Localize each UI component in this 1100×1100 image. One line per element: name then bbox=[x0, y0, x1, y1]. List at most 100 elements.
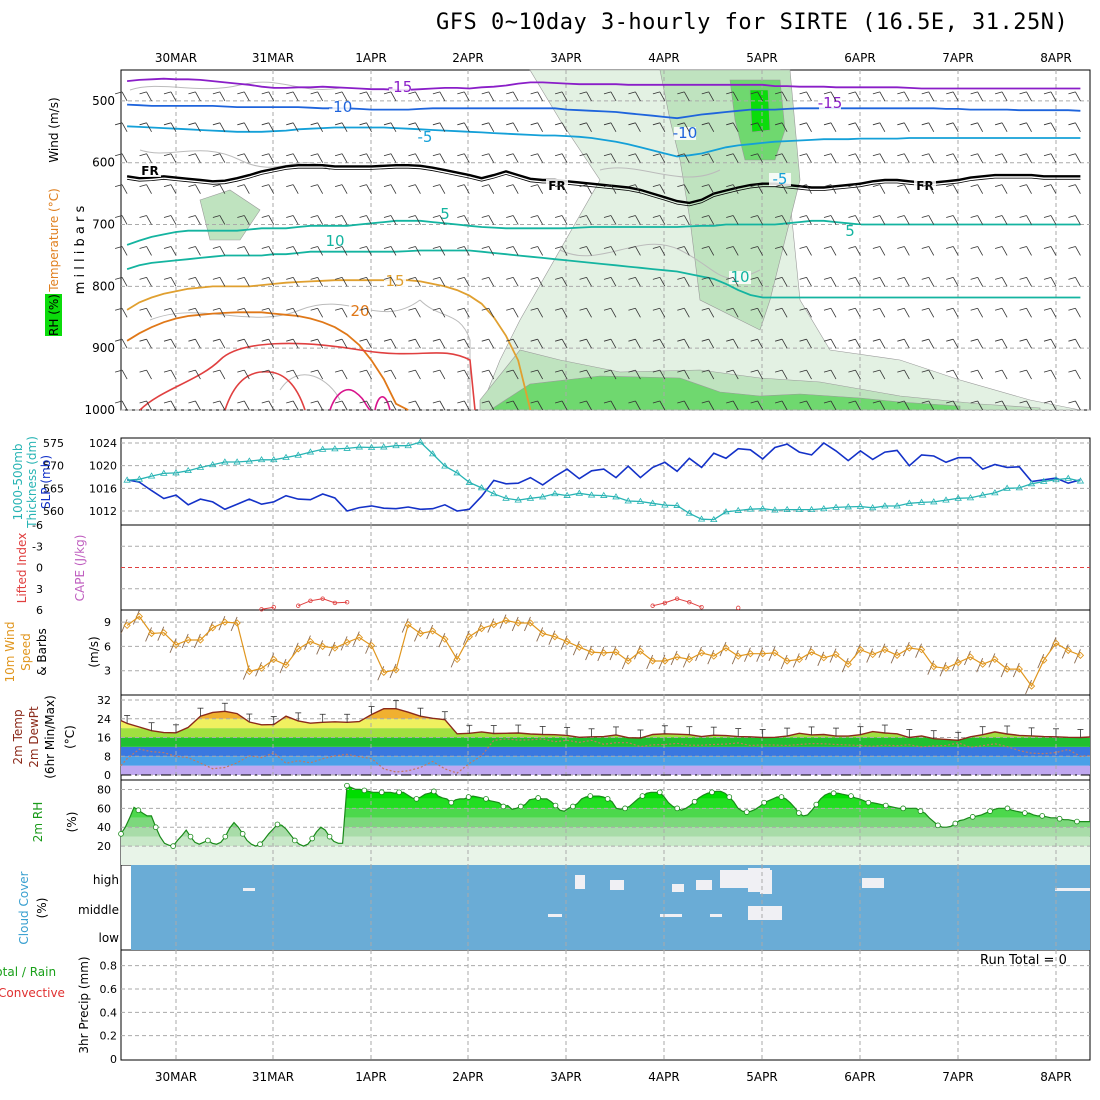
wind-barb bbox=[1043, 369, 1057, 380]
wind-barb-staff bbox=[219, 369, 226, 380]
wind-barb-flag bbox=[775, 122, 783, 126]
panel-border-precip bbox=[120, 949, 1091, 1061]
wind-barb-flag bbox=[652, 400, 660, 404]
cloud-level-label-0: high bbox=[93, 873, 119, 887]
wind-barb-flag bbox=[457, 307, 465, 311]
wind-barb-staff bbox=[463, 184, 470, 194]
wind-barb-flag bbox=[506, 91, 514, 95]
wind-barb-staff bbox=[121, 246, 128, 256]
wind-barb bbox=[188, 184, 201, 194]
wind-barb-flag bbox=[286, 400, 294, 404]
thickness-marker bbox=[318, 445, 327, 452]
wind-barb-flag bbox=[506, 400, 514, 404]
contour-label-14: 20 bbox=[350, 302, 369, 320]
rh-marker bbox=[292, 837, 298, 844]
wind-barb-staff bbox=[1075, 277, 1081, 287]
wind-barb bbox=[970, 276, 984, 287]
wind-speed-marker bbox=[453, 655, 461, 664]
wind-barb-flag bbox=[701, 369, 709, 373]
rh-marker bbox=[987, 808, 993, 814]
wind-barb-flag bbox=[237, 276, 245, 280]
wind-speed-marker bbox=[1076, 651, 1085, 659]
thickness-marker bbox=[1052, 475, 1060, 483]
top-date-label-5: 4APR bbox=[648, 51, 679, 65]
rh-marker bbox=[448, 799, 455, 806]
wind-barb-staff bbox=[1001, 246, 1008, 256]
wind-barb bbox=[603, 276, 617, 287]
wind-barb-flag bbox=[750, 153, 758, 157]
wind-barb bbox=[1068, 122, 1081, 133]
wind-barb-flag bbox=[188, 91, 196, 95]
wind-barb bbox=[237, 369, 250, 380]
wind-barb-flag bbox=[823, 91, 832, 95]
wind-barb bbox=[115, 122, 128, 133]
wind-barb-flag bbox=[823, 215, 832, 218]
wind-barb bbox=[530, 153, 544, 163]
wind-barb-flag bbox=[188, 215, 196, 218]
wind-barb-staff bbox=[317, 246, 324, 256]
wind-barb-flag bbox=[603, 153, 612, 157]
wind-barb-flag bbox=[946, 91, 954, 95]
thickness-marker bbox=[722, 508, 730, 515]
wind-barb-staff bbox=[708, 153, 715, 163]
wind-barb bbox=[506, 246, 519, 256]
wind-barb-staff bbox=[1075, 369, 1081, 380]
wind-barb bbox=[530, 276, 544, 287]
contour-label-4: -5 bbox=[418, 128, 433, 146]
thickness-marker bbox=[978, 491, 987, 498]
wind-barb-flag bbox=[481, 369, 489, 373]
rh-marker bbox=[344, 782, 350, 789]
wind-barb-staff bbox=[977, 153, 984, 163]
wind-barb-staff bbox=[952, 122, 959, 133]
wind-barb-flag bbox=[628, 246, 636, 249]
wind-speed-marker bbox=[807, 648, 816, 656]
rh-marker bbox=[778, 794, 785, 800]
wind-barb bbox=[750, 215, 764, 225]
contour-label-bg-5 bbox=[769, 173, 791, 186]
wind-barb bbox=[481, 122, 495, 133]
wind-barb-flag bbox=[530, 153, 538, 157]
wind-barb-flag bbox=[506, 153, 514, 157]
top-date-label-3: 2APR bbox=[452, 51, 483, 65]
wind-barb-flag bbox=[261, 246, 269, 249]
wind-barb-flag bbox=[530, 122, 538, 126]
rh-band-3 bbox=[121, 817, 1090, 828]
wind-speed-marker bbox=[1015, 665, 1023, 673]
wind-barb-staff bbox=[781, 308, 788, 318]
thickness-marker bbox=[624, 497, 632, 504]
lifted-index-marker bbox=[271, 604, 276, 610]
wind-barb-staff bbox=[268, 246, 275, 256]
thickness-marker bbox=[832, 503, 840, 510]
wind-barb-flag bbox=[383, 184, 392, 188]
wind-barb bbox=[432, 246, 446, 256]
wind-barb-staff bbox=[1050, 215, 1057, 225]
wind-barb-staff bbox=[512, 277, 519, 287]
precip-tick-label-0: 0 bbox=[110, 1053, 117, 1066]
contour-label-6: FR bbox=[141, 164, 158, 178]
wind-barb-flag bbox=[139, 276, 147, 280]
wind-barb bbox=[530, 307, 544, 318]
wind-barb bbox=[677, 122, 690, 133]
surface-wind-barb bbox=[646, 654, 654, 670]
wind-barb-flag bbox=[261, 276, 269, 280]
millibars-label: m i l l i b a r s bbox=[73, 206, 88, 295]
wind-label-units: (m/s) bbox=[87, 636, 101, 667]
wind-barb bbox=[383, 122, 397, 133]
cloud-cover-fill bbox=[131, 865, 1090, 950]
wind-barb-flag bbox=[261, 369, 269, 373]
cloud-gap-6 bbox=[760, 870, 772, 894]
wind-barb-staff bbox=[268, 91, 275, 102]
wind-barb bbox=[799, 215, 812, 225]
surface-wind-barb bbox=[462, 630, 470, 645]
wind-barb bbox=[921, 246, 935, 256]
wind-barb-staff bbox=[561, 153, 568, 163]
wind-barb-flag bbox=[335, 369, 343, 373]
precip-units-label: 3hr Precip (mm) bbox=[77, 956, 91, 1053]
wind-speed-marker bbox=[245, 667, 253, 676]
thickness-marker bbox=[1003, 484, 1011, 491]
wind-barb-staff bbox=[586, 91, 592, 102]
pressure-tick-label-0: 500 bbox=[92, 94, 115, 108]
wind-barb-flag bbox=[163, 215, 172, 218]
wind-barb bbox=[188, 338, 201, 349]
rh-marker bbox=[1004, 805, 1011, 812]
